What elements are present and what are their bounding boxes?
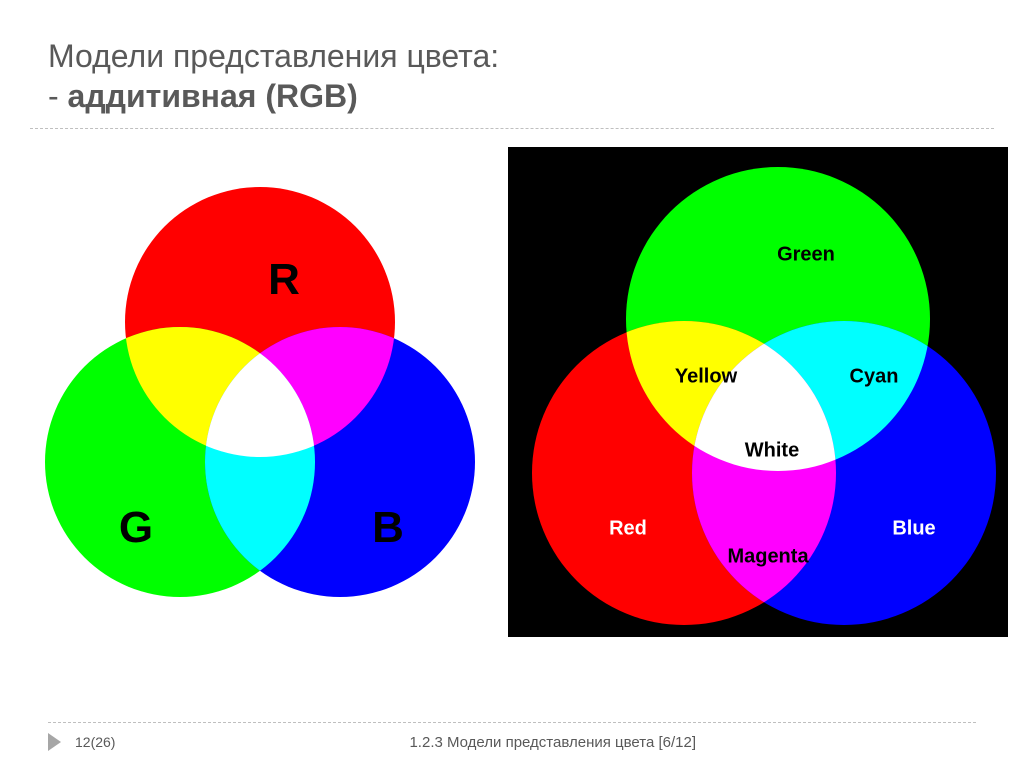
right-label-blue: Blue [892,518,935,541]
slide-title: Модели представления цвета: - аддитивная… [0,0,1024,128]
venn-left-svg [40,172,480,612]
footer-caption: 1.2.3 Модели представления цвета [6/12] [129,734,976,751]
right-label-green: Green [777,244,835,267]
venn-left: R G B [40,172,480,612]
left-label-g: G [119,503,153,553]
venn-right: Green Yellow Cyan White Red Magenta Blue [508,147,1008,637]
title-bold: аддитивная (RGB) [68,78,358,114]
footer-divider [48,722,976,723]
right-label-magenta: Magenta [727,546,808,569]
left-label-r: R [268,255,300,305]
page-number: 12(26) [75,734,115,750]
right-label-cyan: Cyan [850,366,899,389]
content-area: R G B Green Yellow Cyan White Red Magent… [0,129,1024,637]
right-label-white: White [745,440,799,463]
title-line1: Модели представления цвета: [48,38,499,74]
right-label-red: Red [609,518,647,541]
footer: 12(26) 1.2.3 Модели представления цвета … [0,722,1024,751]
left-label-b: B [372,503,404,553]
footer-arrow-icon [48,733,61,751]
right-label-yellow: Yellow [675,366,737,389]
title-prefix: - [48,78,68,114]
